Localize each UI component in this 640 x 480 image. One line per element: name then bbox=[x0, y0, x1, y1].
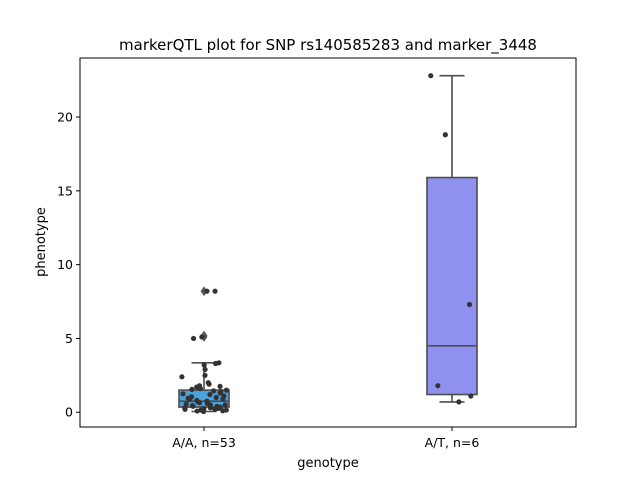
data-point bbox=[197, 386, 204, 392]
data-point bbox=[194, 408, 200, 414]
data-point bbox=[468, 393, 474, 399]
data-point bbox=[217, 383, 223, 390]
box-group bbox=[426, 73, 478, 405]
data-point bbox=[200, 408, 207, 415]
chart-title: markerQTL plot for SNP rs140585283 and m… bbox=[119, 36, 537, 55]
data-point bbox=[190, 403, 196, 409]
data-point bbox=[212, 406, 218, 412]
data-point bbox=[186, 397, 192, 403]
data-point bbox=[212, 288, 218, 294]
data-point bbox=[202, 366, 208, 373]
data-point bbox=[223, 387, 230, 393]
data-point bbox=[182, 406, 188, 412]
y-tick-label: 5 bbox=[65, 331, 73, 346]
data-point bbox=[190, 335, 197, 342]
x-tick-label: A/T, n=6 bbox=[425, 435, 480, 450]
data-point bbox=[213, 394, 219, 401]
data-point bbox=[213, 360, 219, 367]
data-point bbox=[199, 334, 205, 340]
data-point bbox=[189, 386, 195, 392]
data-point bbox=[207, 391, 213, 398]
data-point bbox=[196, 400, 203, 406]
box-iqr bbox=[426, 176, 478, 396]
data-point bbox=[222, 402, 228, 408]
y-tick-label: 20 bbox=[57, 110, 73, 125]
data-point bbox=[442, 132, 448, 138]
data-point bbox=[428, 73, 434, 79]
data-point bbox=[201, 362, 207, 368]
data-point bbox=[206, 381, 212, 387]
y-tick-label: 0 bbox=[65, 405, 73, 420]
x-tick-label: A/A, n=53 bbox=[172, 435, 236, 450]
data-point bbox=[180, 391, 186, 397]
data-point bbox=[217, 390, 223, 396]
data-point bbox=[207, 405, 214, 411]
data-point bbox=[202, 372, 208, 378]
data-point bbox=[456, 399, 462, 405]
x-axis: A/A, n=53 A/T, n=6 bbox=[172, 427, 479, 450]
data-point bbox=[220, 408, 226, 414]
data-point bbox=[211, 388, 217, 394]
plot-area bbox=[178, 73, 478, 415]
data-point bbox=[204, 288, 210, 294]
data-point bbox=[220, 396, 226, 402]
box-group bbox=[178, 286, 230, 415]
x-axis-label: genotype bbox=[297, 456, 358, 471]
data-point bbox=[179, 374, 185, 380]
y-axis: 0 5 10 15 20 bbox=[57, 110, 80, 420]
plot-frame bbox=[79, 57, 577, 428]
y-axis-label: phenotype bbox=[34, 207, 49, 277]
data-point bbox=[435, 383, 441, 389]
y-tick-label: 15 bbox=[57, 183, 73, 198]
y-tick-label: 10 bbox=[57, 257, 73, 272]
data-point bbox=[466, 301, 473, 308]
